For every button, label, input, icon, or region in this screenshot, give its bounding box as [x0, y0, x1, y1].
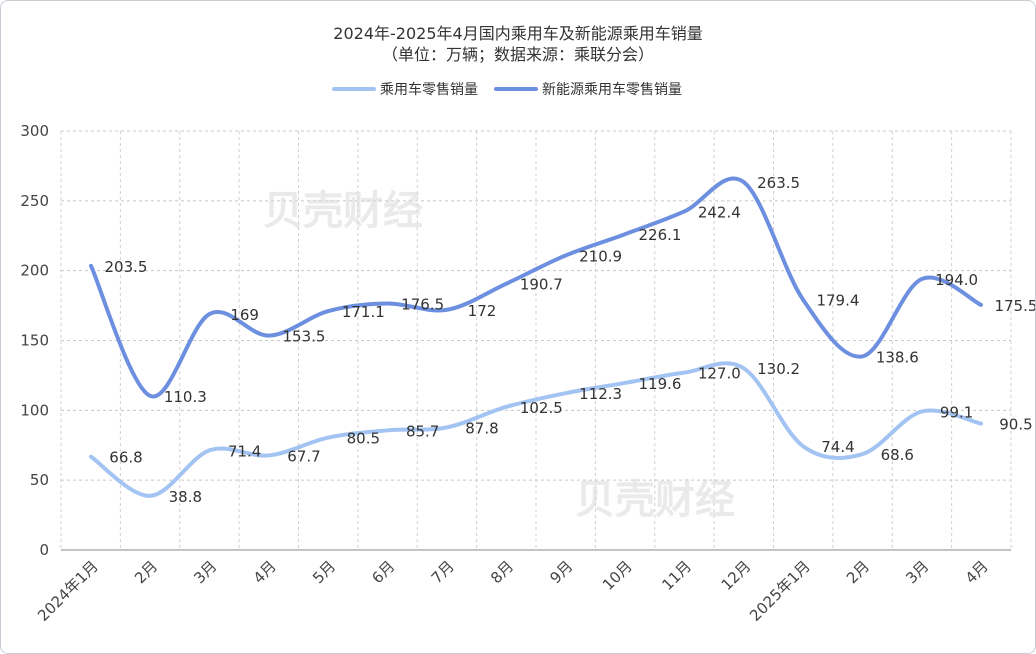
- y-tick-label: 50: [30, 471, 49, 489]
- legend: 乘用车零售销量 新能源乘用车零售销量: [332, 81, 682, 98]
- watermark-1: 贝壳财经: [575, 477, 735, 523]
- data-label: 138.6: [876, 348, 919, 366]
- x-tick-label: 2024年1月: [34, 557, 102, 625]
- x-tick-label: 4月: [962, 557, 992, 587]
- x-tick-label: 2025年1月: [746, 557, 814, 625]
- data-label: 119.6: [638, 375, 681, 393]
- data-label: 74.4: [821, 438, 854, 456]
- data-label: 190.7: [520, 276, 563, 294]
- x-tick-label: 3月: [902, 557, 932, 587]
- data-label: 80.5: [347, 430, 380, 448]
- data-label: 176.5: [401, 295, 444, 313]
- data-label: 175.5: [994, 297, 1035, 315]
- data-label: 99.1: [940, 404, 973, 422]
- data-label: 226.1: [638, 226, 681, 244]
- x-tick-label: 2月: [843, 557, 873, 587]
- data-label: 66.8: [109, 449, 142, 467]
- data-label: 67.7: [287, 447, 320, 465]
- data-label: 127.0: [698, 365, 741, 383]
- x-tick-label: 10月: [599, 557, 636, 594]
- watermark-0: 贝壳财经: [263, 188, 423, 234]
- series-lines: [89, 176, 983, 498]
- y-tick-label: 250: [20, 192, 49, 210]
- data-label: 71.4: [228, 442, 261, 460]
- data-label: 85.7: [406, 422, 439, 440]
- data-label: 171.1: [342, 303, 385, 321]
- y-tick-label: 200: [20, 262, 49, 280]
- x-tick-label: 3月: [190, 557, 220, 587]
- gridlines: [60, 130, 1012, 551]
- data-label: 68.6: [881, 446, 914, 464]
- data-label: 210.9: [579, 247, 622, 265]
- x-tick-label: 7月: [428, 557, 458, 587]
- legend-label-0: 乘用车零售销量: [380, 81, 478, 98]
- y-tick-label: 300: [20, 122, 49, 140]
- data-label: 172: [468, 302, 497, 320]
- y-axis: 0 50 100 150 200 250 300: [20, 122, 49, 559]
- data-label: 263.5: [757, 174, 800, 192]
- data-label: 90.5: [999, 416, 1032, 434]
- x-tick-label: 12月: [718, 557, 755, 594]
- data-label: 203.5: [105, 258, 148, 276]
- x-tick-label: 6月: [368, 557, 398, 587]
- data-label: 38.8: [169, 488, 202, 506]
- data-label: 169: [230, 306, 259, 324]
- x-tick-label: 2月: [131, 557, 161, 587]
- chart-title: 2024年-2025年4月国内乘用车及新能源乘用车销量: [333, 24, 702, 43]
- data-label: 112.3: [579, 385, 622, 403]
- chart-subtitle: （单位：万辆；数据来源：乘联分会）: [382, 45, 654, 64]
- legend-label-1: 新能源乘用车零售销量: [542, 81, 682, 98]
- series-line-1: [89, 176, 983, 399]
- series-line-0: [89, 361, 983, 498]
- data-label: 130.2: [757, 360, 800, 378]
- x-tick-label: 9月: [546, 557, 576, 587]
- y-tick-label: 100: [20, 401, 49, 419]
- x-tick-label: 8月: [487, 557, 517, 587]
- x-tick-label: 5月: [309, 557, 339, 587]
- x-tick-label: 11月: [658, 557, 695, 594]
- y-tick-label: 150: [20, 332, 49, 350]
- data-label: 87.8: [465, 419, 498, 437]
- data-label: 194.0: [935, 271, 978, 289]
- data-label: 102.5: [520, 399, 563, 417]
- data-label: 153.5: [283, 328, 326, 346]
- data-labels: 66.8 38.8 71.4 67.7 80.5 85.7 87.8 102.5 112.3 11…: [105, 174, 1035, 506]
- data-label: 179.4: [816, 291, 859, 309]
- data-label: 110.3: [164, 388, 207, 406]
- x-tick-label: 4月: [250, 557, 280, 587]
- y-tick-label: 0: [39, 541, 49, 559]
- data-label: 242.4: [698, 203, 741, 221]
